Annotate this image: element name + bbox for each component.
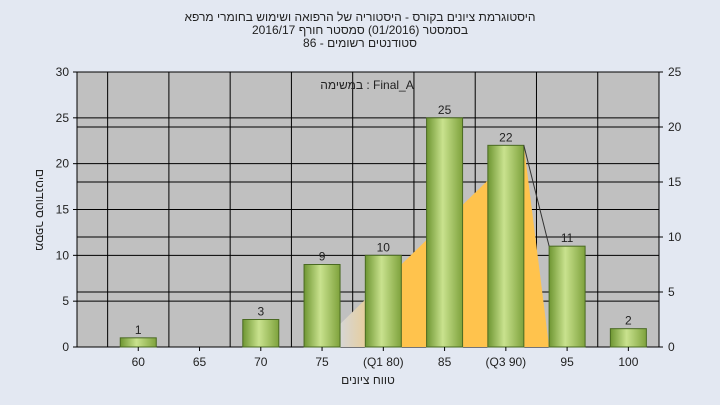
bar-value-label: 9: [319, 250, 326, 264]
x-axis-label: טווח ציונים: [341, 373, 395, 387]
bar: [609, 328, 647, 348]
x-tick-label: 85: [438, 355, 452, 369]
bar-value-label: 25: [438, 103, 452, 117]
x-tick-label: (Q1 80): [363, 355, 404, 369]
bar-value-label: 3: [257, 305, 264, 319]
area-edge-line: [523, 145, 550, 247]
chart-title-line-1: היסטוגרמת ציונים בקורס - היסטוריה של הרפ…: [184, 10, 535, 24]
bar-value-label: 10: [377, 240, 391, 254]
bar-value-label: 2: [625, 314, 632, 328]
x-axis-ticks: 60 65 70 75 (Q1 80) 85 (Q3 90) 95 100: [132, 347, 639, 369]
chart-title-line-2: בסמסטר (01/2016) סמסטר חורף 2016/17: [252, 23, 468, 37]
bar: [303, 264, 341, 348]
x-tick-label: 75: [315, 355, 329, 369]
x-tick-label: (Q3 90): [485, 355, 526, 369]
y2-axis-ticks: 0 5 10 15 20 25: [659, 65, 682, 354]
y-axis-label: מספר סטודנטים: [33, 169, 47, 251]
y2-tick-label: 5: [668, 285, 675, 299]
x-tick-label: 70: [254, 355, 268, 369]
chart-title-line-3: סטודנטים רשומים - 86: [303, 36, 417, 50]
x-tick-label: 65: [193, 355, 207, 369]
y-tick-label: 15: [56, 203, 70, 217]
bar-value-label: 1: [135, 323, 142, 337]
x-tick-label: 100: [618, 355, 638, 369]
bar-value-label: 11: [561, 231, 574, 245]
x-tick-label: 95: [560, 355, 574, 369]
y-tick-label: 0: [62, 340, 69, 354]
y-tick-label: 25: [56, 111, 70, 125]
bar: [119, 337, 157, 348]
y-axis-ticks: 0 5 10 15 20 25 30: [56, 65, 77, 354]
bar: [548, 245, 586, 348]
y2-tick-label: 25: [668, 65, 682, 79]
bars: [119, 117, 647, 348]
x-tick-label: 60: [132, 355, 146, 369]
y2-tick-label: 10: [668, 230, 682, 244]
y2-tick-label: 20: [668, 120, 682, 134]
data-labels: 1 3 9 10 25 22 11 2: [135, 103, 632, 337]
y-tick-label: 10: [56, 248, 70, 262]
bar: [426, 117, 464, 348]
bar: [364, 254, 402, 348]
y2-tick-label: 0: [668, 340, 675, 354]
y2-tick-label: 15: [668, 175, 682, 189]
bar: [242, 319, 280, 348]
y-tick-label: 5: [62, 294, 69, 308]
y-tick-label: 20: [56, 157, 70, 171]
bar-value-label: 22: [499, 130, 513, 144]
bar: [487, 144, 525, 348]
task-annotation: במשימה : Final_A: [320, 78, 414, 92]
y-tick-label: 30: [56, 65, 70, 79]
